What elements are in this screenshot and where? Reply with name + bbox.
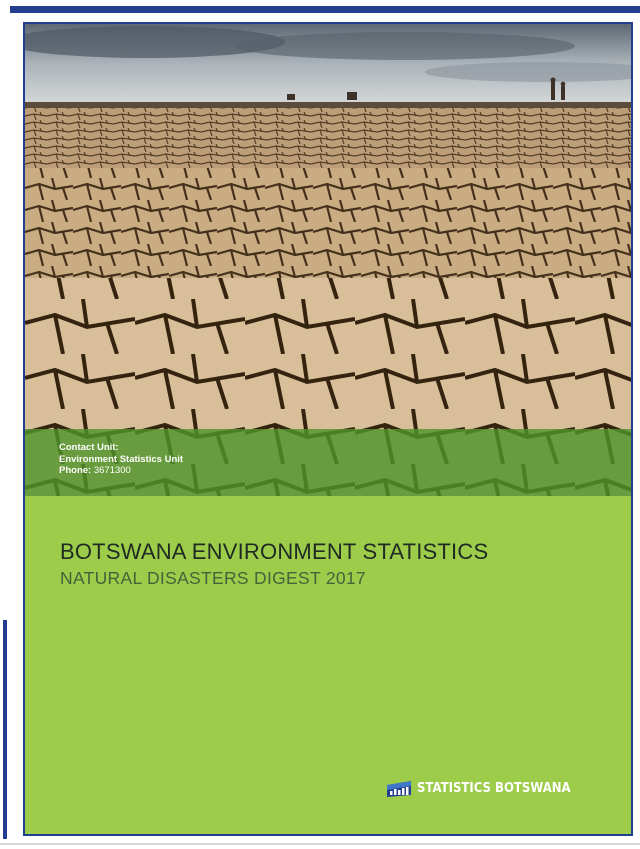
left-accent-rule [3,620,7,839]
report-title: BOTSWANA ENVIRONMENT STATISTICS [60,539,489,564]
report-subtitle: NATURAL DISASTERS DIGEST 2017 [60,568,366,588]
cover-photo-cracked-earth [25,24,631,496]
statistics-botswana-logo-icon [385,777,413,799]
contact-phone-value: 3671300 [93,465,131,476]
contact-phone-label: Phone: [59,465,92,476]
contact-unit-name: Environment Statistics Unit [59,453,184,465]
contact-block: Contact Unit: Environment Statistics Uni… [59,442,183,477]
contact-band [25,429,631,496]
bottom-divider [0,843,640,845]
report-cover: Contact Unit: Environment Statistics Uni… [23,22,633,836]
top-accent-bar [10,6,640,13]
publisher-brand: STATISTICS BOTSWANA [385,776,588,800]
contact-phone: Phone: 3671300 [59,465,183,477]
publisher-name: STATISTICS BOTSWANA [417,780,571,796]
contact-unit-label: Contact Unit: [59,442,119,453]
